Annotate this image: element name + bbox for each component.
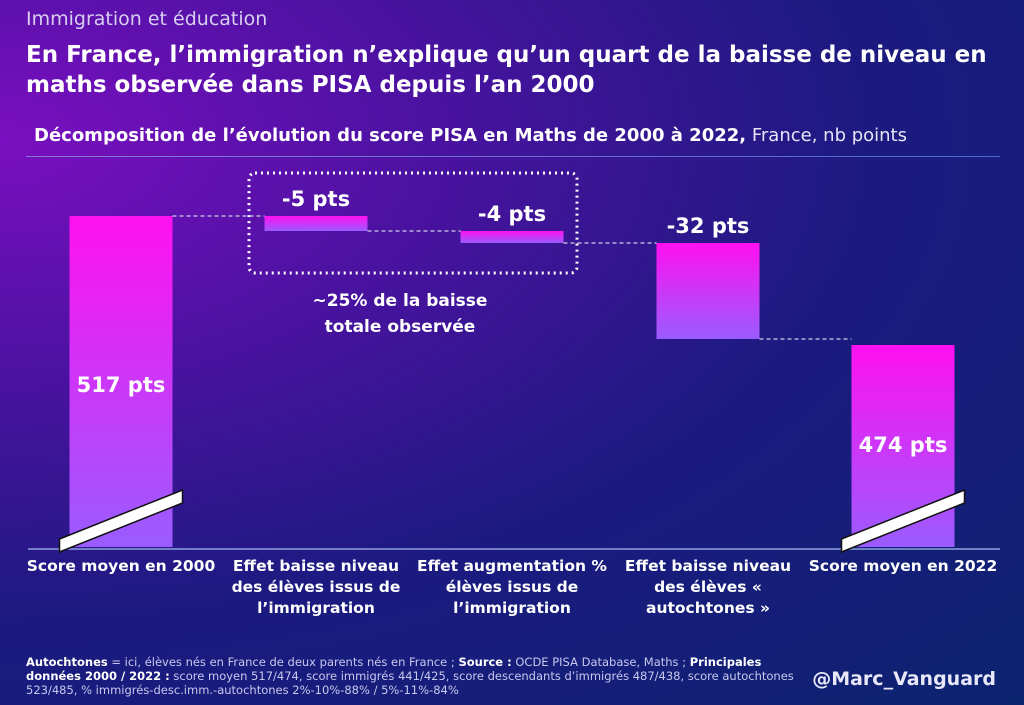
source-note: Autochtones = ici, élèves nés en France … <box>26 655 806 697</box>
note-term: Source : <box>458 655 512 669</box>
data-label: 474 pts <box>859 433 948 457</box>
note-term: Autochtones <box>26 655 108 669</box>
bar <box>656 243 760 339</box>
title-divider <box>26 156 1000 157</box>
data-label: -4 pts <box>478 202 546 226</box>
chart-title-main: Décomposition de l’évolution du score PI… <box>34 125 747 146</box>
chart-title: Décomposition de l’évolution du score PI… <box>34 125 907 146</box>
note-term: Principales données 2000 / 2022 : <box>26 655 762 683</box>
category-label: Score moyen en 2022 <box>808 557 998 575</box>
category-label: Effet augmentation % élèves issus de l’i… <box>417 557 607 617</box>
note-text: score moyen 517/474, score immigrés 441/… <box>26 669 794 697</box>
axis-break-mark <box>840 488 966 554</box>
data-label: -5 pts <box>282 187 350 211</box>
annotation-line: ~25% de la baisse <box>312 291 488 311</box>
axis-break-mark <box>58 488 184 554</box>
author-credit: @Marc_Vanguard <box>812 668 996 690</box>
chart-title-suffix: France, nb points <box>751 125 907 146</box>
category-label: Effet baisse niveau des élèves « autocht… <box>624 557 792 617</box>
category-label: Effet baisse niveau des élèves issus de … <box>231 557 401 617</box>
data-label: -32 pts <box>667 214 750 238</box>
note-text: OCDE PISA Database, Maths ; <box>511 655 690 669</box>
data-label: 517 pts <box>77 373 166 397</box>
annotation-line: totale observée <box>324 317 476 337</box>
note-text: = ici, élèves nés en France de deux pare… <box>107 655 459 669</box>
annotation: ~25% de la baisse totale observée <box>290 288 510 340</box>
bar <box>460 231 564 243</box>
category-label: Score moyen en 2000 <box>26 557 216 575</box>
kicker: Immigration et éducation <box>26 8 268 30</box>
bar <box>69 216 173 547</box>
highlight-box <box>247 171 579 275</box>
bar <box>264 216 368 231</box>
page-title: En France, l’immigration n’explique qu’u… <box>26 42 987 98</box>
